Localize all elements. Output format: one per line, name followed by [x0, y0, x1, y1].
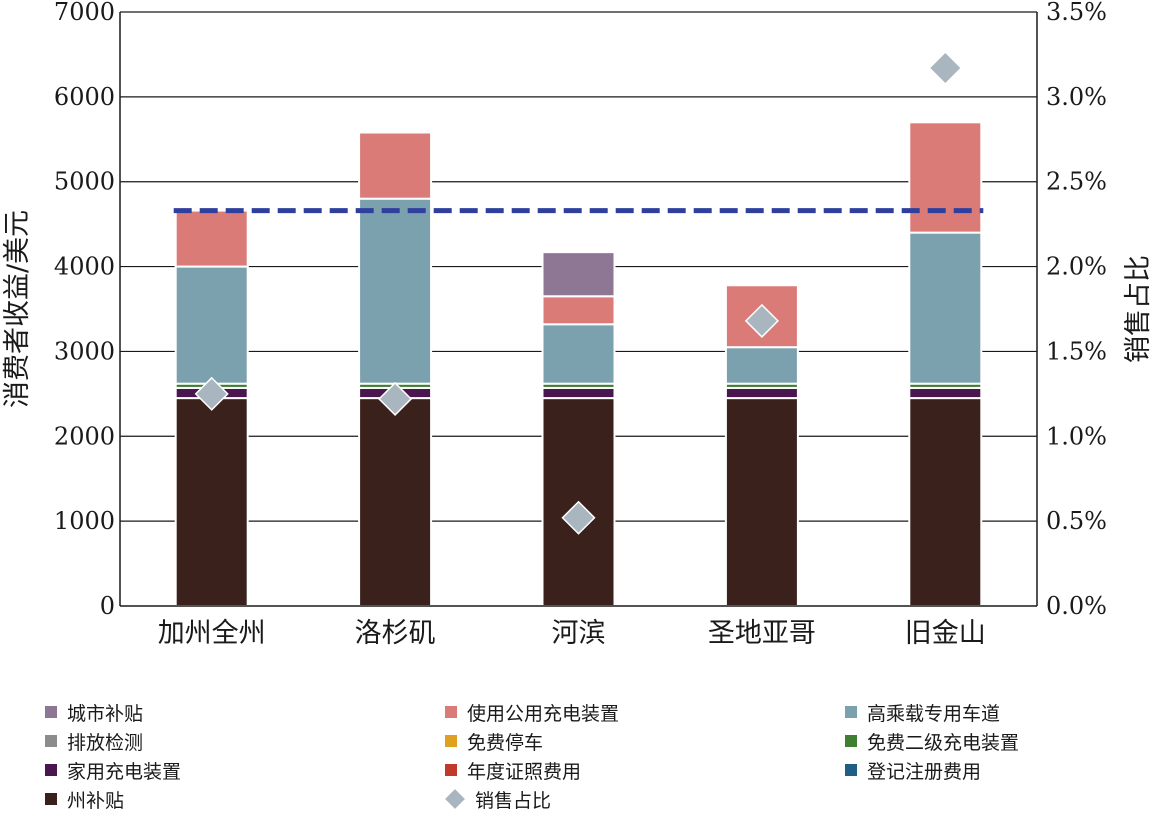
legend-label: 排放检测	[67, 731, 144, 754]
legend-label: 州补贴	[67, 789, 125, 812]
bar-segment	[174, 397, 249, 607]
bar-segment	[174, 209, 249, 268]
bar-segment	[724, 386, 799, 400]
legend-label: 免费停车	[467, 731, 544, 754]
legend-swatch	[45, 735, 57, 747]
bar-segment	[541, 323, 616, 385]
y-tick-label: 6000	[54, 83, 115, 111]
legend-item: 城市补贴	[45, 698, 143, 726]
legend-label: 年度证照费用	[467, 760, 582, 783]
legend-swatch	[445, 706, 457, 718]
y-tick-label: 4000	[54, 253, 115, 281]
legend-item: 家用充电装置	[45, 756, 181, 784]
bar-segment	[908, 121, 983, 234]
bar-segment	[908, 386, 983, 400]
y2-tick-label: 2.0%	[1046, 253, 1107, 281]
legend-item: 免费二级充电装置	[845, 727, 1019, 755]
y-tick-label: 7000	[54, 0, 115, 26]
y2-tick-label: 3.5%	[1046, 0, 1107, 26]
y-axis-title: 消费者收益/美元	[2, 210, 33, 408]
legend-label: 登记注册费用	[867, 760, 982, 783]
bar-segment	[174, 265, 249, 385]
y2-tick-label: 0.5%	[1046, 507, 1107, 535]
share-marker	[194, 376, 229, 411]
x-tick-label: 加州全州	[158, 618, 266, 649]
bar-segment	[541, 295, 616, 326]
share-marker	[561, 500, 596, 535]
bar-segment	[358, 397, 433, 607]
legend-item: 州补贴	[45, 785, 124, 813]
bar-segment	[541, 251, 616, 298]
legend-label: 高乘载专用车道	[867, 702, 1001, 725]
legend-swatch	[845, 764, 857, 776]
x-tick-label: 河滨	[552, 618, 606, 649]
y2-tick-label: 1.0%	[1046, 422, 1107, 450]
y-tick-label: 2000	[54, 422, 115, 450]
legend-item: 使用公用充电装置	[445, 698, 619, 726]
legend-swatch	[45, 793, 57, 805]
legend-swatch	[445, 735, 457, 747]
bar-segment	[358, 197, 433, 385]
legend-label: 免费二级充电装置	[867, 731, 1020, 754]
bar-segment	[724, 346, 799, 385]
y-tick-label: 3000	[54, 337, 115, 365]
diamond-marker-icon	[445, 789, 465, 809]
legend-item: 排放检测	[45, 727, 143, 755]
legend-label: 使用公用充电装置	[467, 702, 620, 725]
legend-label: 销售占比	[475, 789, 552, 812]
legend-swatch	[445, 764, 457, 776]
legend-item: 年度证照费用	[445, 756, 581, 784]
bar-segment	[358, 131, 433, 200]
y2-tick-label: 2.5%	[1046, 168, 1107, 196]
legend-item: 销售占比	[445, 785, 551, 813]
bar-segment	[541, 386, 616, 400]
y-tick-label: 1000	[54, 507, 115, 535]
chart-figure: 0 1000 2000 3000 4000 5000 6000 7000 0.0% 0.5% 1.0…	[2, 0, 1154, 649]
share-marker	[744, 303, 779, 338]
x-tick-label: 圣地亚哥	[708, 618, 816, 649]
y2-tick-label: 3.0%	[1046, 83, 1107, 111]
bar-segment	[724, 397, 799, 607]
legend-item: 高乘载专用车道	[845, 698, 1000, 726]
legend-item: 免费停车	[445, 727, 543, 755]
legend-label: 家用充电装置	[67, 760, 182, 783]
x-tick-label: 洛杉矶	[355, 618, 436, 649]
bar-segment	[908, 231, 983, 385]
y2-tick-label: 0.0%	[1046, 592, 1107, 620]
legend-swatch	[45, 764, 57, 776]
legend-swatch	[845, 735, 857, 747]
bar-segment	[908, 397, 983, 607]
legend-item: 登记注册费用	[845, 756, 981, 784]
share-marker	[928, 50, 963, 86]
y2-axis-title: 销售占比	[1123, 255, 1154, 363]
legend-swatch	[845, 706, 857, 718]
x-tick-label: 旧金山	[905, 618, 986, 649]
y2-tick-label: 1.5%	[1046, 337, 1107, 365]
share-marker	[378, 381, 413, 417]
chart-legend: 城市补贴 使用公用充电装置 高乘载专用车道排放检测 免费停车 免费二级充电装置家用充电装…	[0, 690, 1170, 813]
y-tick-label: 5000	[54, 168, 115, 196]
y-tick-label: 0	[100, 592, 115, 620]
legend-swatch	[45, 706, 57, 718]
legend-label: 城市补贴	[67, 702, 144, 725]
